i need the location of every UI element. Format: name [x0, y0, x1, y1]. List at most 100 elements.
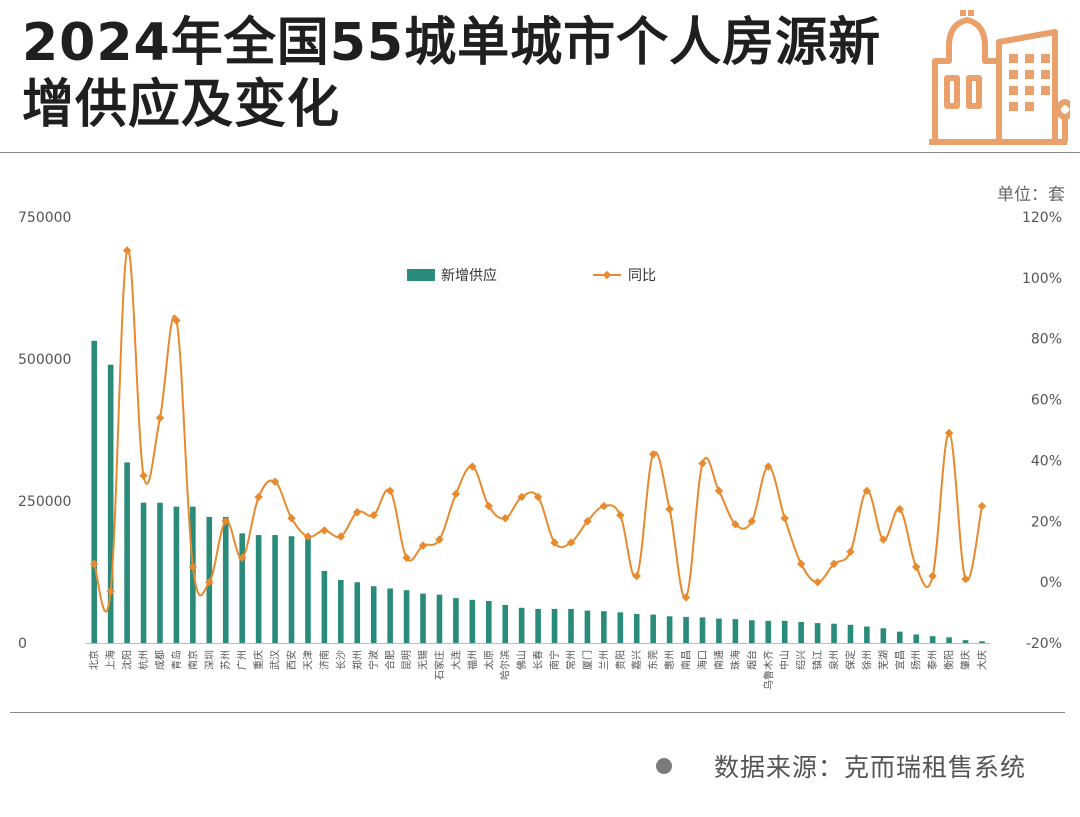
legend-bar-swatch — [407, 269, 435, 281]
yoy-point — [106, 587, 115, 596]
yoy-point — [813, 577, 822, 587]
bar — [387, 588, 393, 643]
yoy-point — [764, 462, 773, 471]
bar — [568, 608, 574, 643]
bar — [962, 640, 969, 643]
x-tick-label: 宜昌 — [893, 650, 906, 670]
x-tick-label: 肇庆 — [959, 650, 972, 670]
bar — [173, 506, 180, 643]
bar — [255, 535, 262, 643]
unit-label: 单位：套 — [997, 185, 1065, 205]
x-tick-label: 乌鲁木齐 — [762, 650, 775, 690]
bar — [502, 604, 509, 643]
bar — [91, 340, 98, 643]
yoy-point — [435, 535, 444, 544]
yoy-point — [665, 504, 674, 514]
yoy-point — [418, 541, 428, 550]
yoy-point — [172, 316, 181, 325]
x-tick-label: 扬州 — [910, 650, 923, 670]
bar — [338, 579, 344, 643]
x-tick-label: 长沙 — [335, 650, 347, 670]
bar — [847, 624, 854, 643]
yoy-point — [501, 514, 510, 523]
x-tick-label: 长春 — [533, 650, 545, 670]
supply-chart: 0 250000 500000 750000 -20% 0% 20% 40% 60% 80% 100… — [18, 210, 1062, 690]
yoy-point — [977, 501, 987, 511]
y-right-tick-label: 40% — [1031, 453, 1062, 469]
bar — [749, 620, 755, 643]
bar — [979, 641, 985, 643]
y-right-tick-label: 60% — [1031, 393, 1062, 409]
yoy-point — [320, 526, 329, 535]
bar — [140, 502, 147, 643]
yoy-point — [583, 517, 592, 526]
yoy-point — [912, 562, 921, 572]
x-tick-label: 青岛 — [170, 650, 183, 670]
x-tick-label: 成都 — [154, 650, 166, 670]
x-tick-label: 无锡 — [417, 650, 430, 670]
bar — [436, 594, 443, 643]
yoy-point — [451, 489, 461, 499]
bar — [535, 608, 541, 643]
bar — [765, 620, 772, 643]
x-tick-label: 珠海 — [729, 650, 742, 670]
yoy-point — [780, 514, 789, 523]
yoy-point — [895, 504, 904, 514]
yoy-point — [237, 553, 247, 562]
bar — [880, 628, 887, 643]
x-tick-label: 镇江 — [811, 650, 824, 670]
header-divider — [0, 152, 1080, 153]
x-tick-label: 沈阳 — [121, 650, 134, 670]
y-right-tick-label: 0% — [1040, 575, 1062, 591]
bar — [617, 612, 624, 643]
yoy-point — [90, 559, 99, 569]
bar — [272, 535, 278, 643]
x-tick-label: 太原 — [482, 650, 495, 670]
x-tick-label: 大连 — [449, 650, 462, 670]
yoy-point — [599, 501, 609, 511]
x-tick-label: 武汉 — [269, 650, 282, 670]
x-tick-label: 苏州 — [219, 650, 232, 670]
bar — [683, 616, 689, 643]
y-right-tick-label: 120% — [1022, 210, 1062, 226]
bar — [633, 614, 640, 643]
x-tick-label: 济南 — [318, 650, 331, 670]
x-tick-label: 南昌 — [680, 650, 693, 670]
x-tick-label: 贵阳 — [614, 650, 627, 670]
bar — [485, 600, 492, 643]
x-tick-label: 昆明 — [401, 650, 413, 670]
x-tick-label: 芜湖 — [877, 650, 890, 670]
x-tick-label: 天津 — [302, 650, 314, 670]
bar — [650, 614, 656, 643]
y-left-tick-label: 500000 — [18, 352, 71, 368]
source-note: 数据来源：克而瑞租售系统 — [656, 748, 1026, 784]
x-tick-label: 烟台 — [745, 650, 758, 670]
bar — [354, 582, 361, 643]
bar — [601, 611, 607, 643]
yoy-point — [616, 511, 625, 520]
x-tick-label: 泉州 — [828, 650, 841, 670]
yoy-point — [879, 535, 888, 544]
yoy-point — [303, 532, 313, 541]
yoy-point — [681, 593, 691, 602]
x-tick-label: 衡阳 — [944, 650, 956, 670]
bullet-icon — [656, 758, 672, 774]
yoy-point — [254, 492, 263, 502]
yoy-point — [944, 428, 954, 438]
bar — [518, 607, 525, 643]
x-tick-label: 福州 — [466, 650, 479, 670]
x-tick-label: 南京 — [186, 650, 199, 670]
yoy-point — [270, 477, 280, 486]
bar — [453, 598, 459, 643]
yoy-point — [846, 547, 855, 556]
yoy-point — [336, 532, 346, 541]
x-tick-label: 北京 — [88, 650, 101, 670]
yoy-point — [205, 577, 214, 587]
yoy-point — [862, 486, 872, 496]
bar — [798, 621, 804, 643]
x-tick-label: 上海 — [104, 650, 117, 670]
x-tick-label: 徐州 — [860, 650, 873, 670]
yoy-point — [731, 520, 740, 529]
yoy-point — [468, 462, 477, 471]
x-tick-label: 保定 — [844, 650, 857, 670]
